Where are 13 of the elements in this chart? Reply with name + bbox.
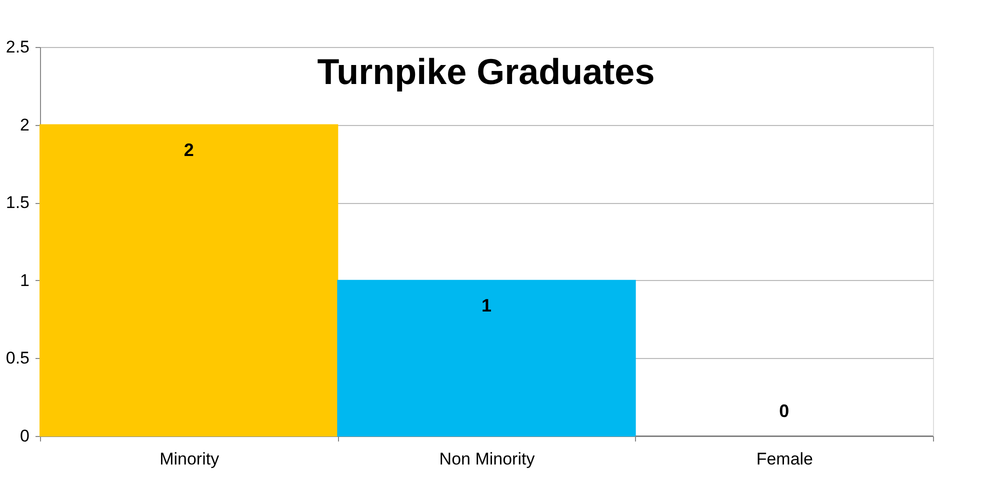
- chart-title: Turnpike Graduates: [317, 51, 655, 92]
- x-tick-label: Minority: [160, 450, 220, 468]
- y-tick-label: 2: [20, 115, 30, 134]
- x-tick-label: Non Minority: [439, 450, 536, 468]
- y-tick-label: 0: [20, 426, 30, 446]
- data-label: 1: [481, 295, 492, 316]
- data-label: 2: [184, 140, 194, 160]
- y-tick-label: 1.5: [6, 193, 30, 212]
- x-tick-label: Female: [756, 450, 814, 468]
- y-tick-label: 1: [20, 270, 30, 290]
- y-tick-label: 0.5: [6, 348, 30, 368]
- data-label: 0: [779, 401, 790, 421]
- y-tick-label: 2.5: [6, 38, 30, 56]
